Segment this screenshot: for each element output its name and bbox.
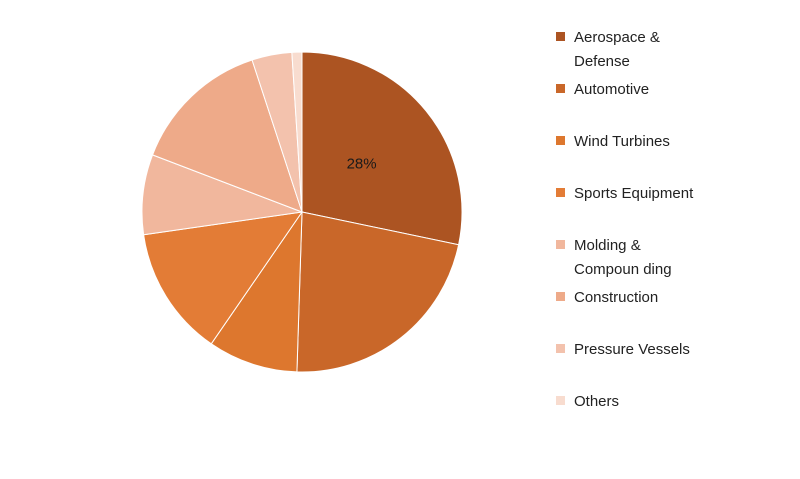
pie-slice-others (291, 51, 303, 213)
legend-label: Aerospace & Defense (574, 29, 660, 70)
legend-label: Pressure Vessels (574, 341, 690, 358)
legend-swatch (556, 136, 565, 145)
legend-label: Sports Equipment (574, 185, 694, 202)
legend-swatch (556, 292, 565, 301)
pie-slice-automotive (296, 211, 460, 373)
pie-slice-aerospace-defense (301, 51, 463, 246)
legend-label: Automotive (574, 81, 650, 98)
legend-swatch (556, 344, 565, 353)
legend-swatch (556, 396, 565, 405)
legend-swatch (556, 84, 565, 93)
legend-label: Molding & Compoun ding (574, 237, 672, 278)
pie-slice-sports-equipment (143, 211, 304, 345)
legend-swatch (556, 32, 565, 41)
legend-label: Others (574, 393, 620, 410)
legend-swatch (556, 188, 565, 197)
pie-slice-construction (151, 59, 303, 213)
data-label: 28% (347, 156, 377, 173)
legend-label: Construction (574, 289, 659, 306)
legend-swatch (556, 240, 565, 249)
legend-label: Wind Turbines (574, 133, 670, 150)
pie-slice-wind-turbines (210, 210, 303, 373)
